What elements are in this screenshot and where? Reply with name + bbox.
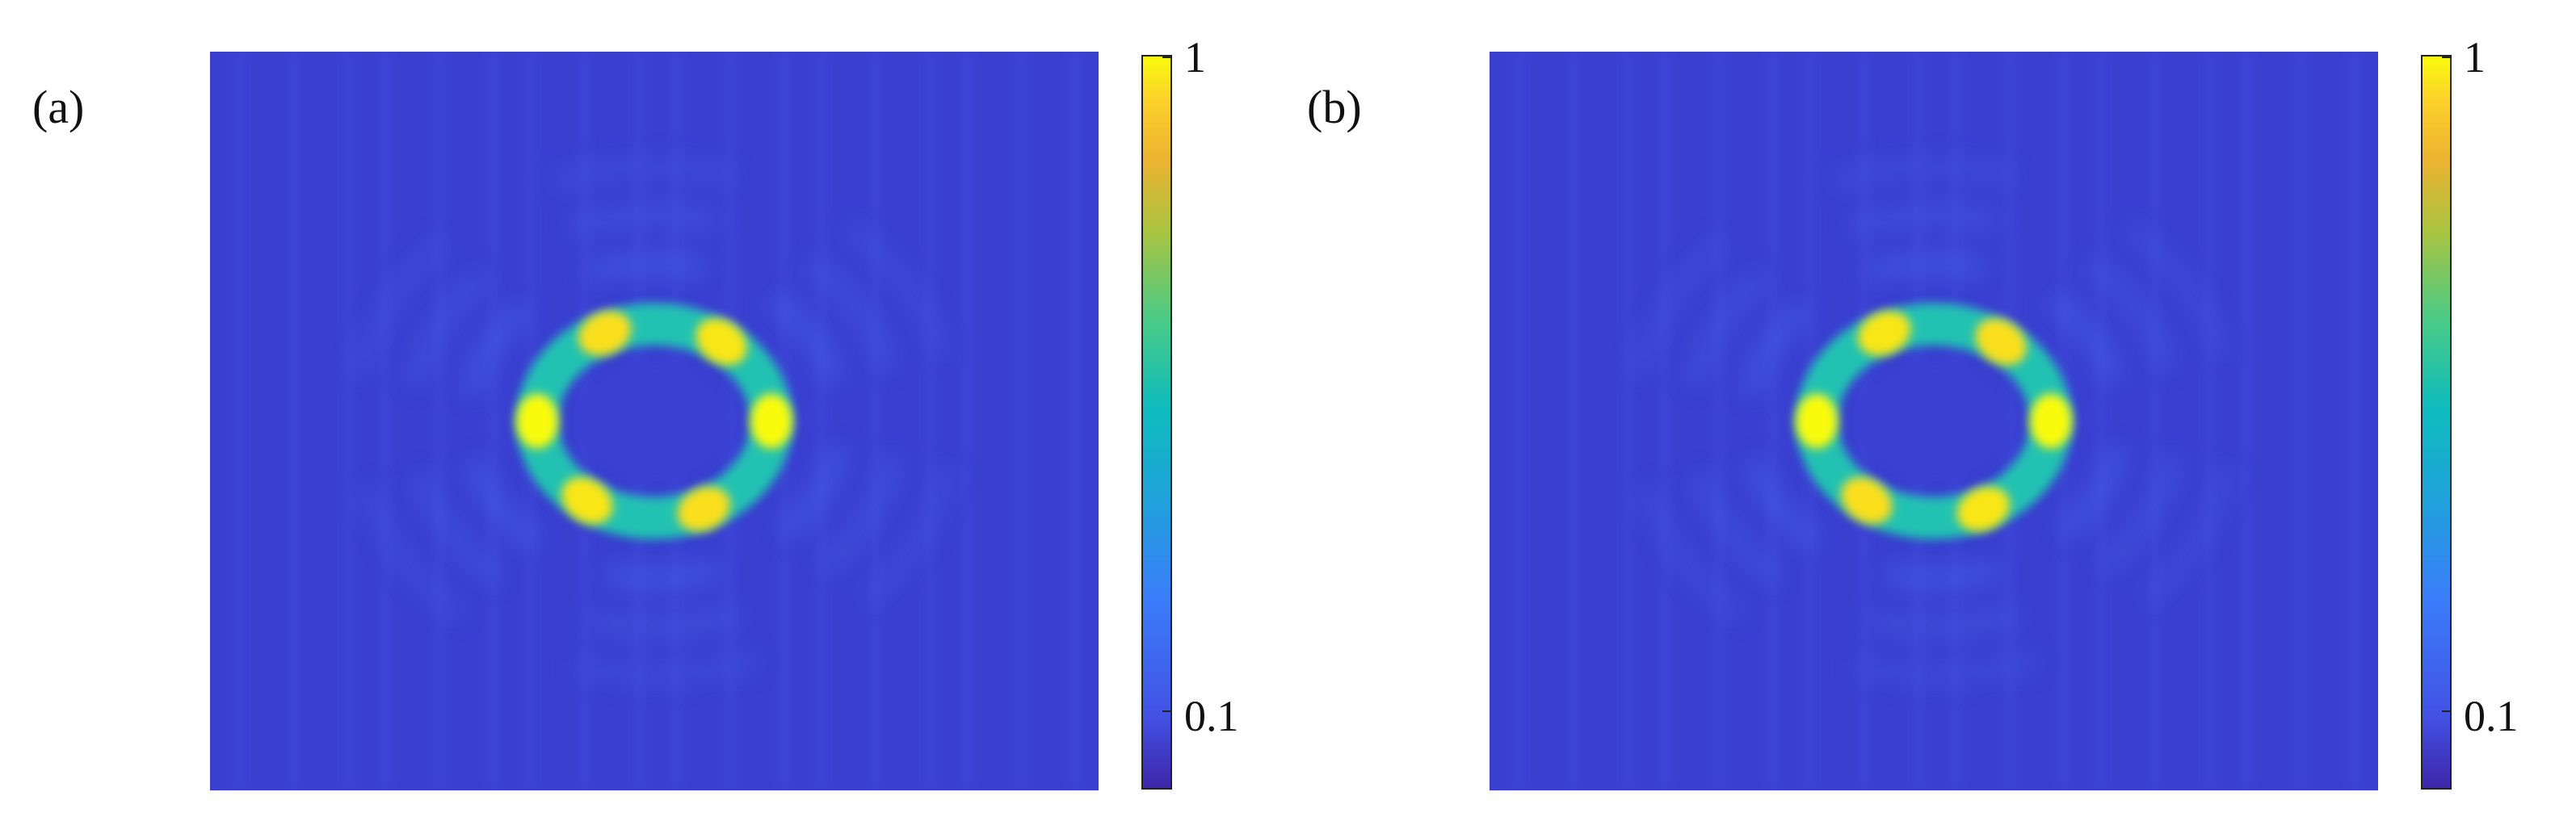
colorbar-label-min: 0.1 xyxy=(1184,692,1239,740)
fringe-arc xyxy=(357,484,468,623)
fringe-arc xyxy=(588,254,704,282)
heatmap-a xyxy=(210,52,1099,790)
colorbar-tick-0-1 xyxy=(2442,710,2452,712)
fringe-arc xyxy=(805,256,897,371)
background-streak xyxy=(1622,52,1633,790)
side-fringes xyxy=(1630,158,2238,684)
background-streak xyxy=(725,52,736,790)
background-streak xyxy=(2349,52,2360,790)
fringe-arc xyxy=(2099,455,2182,574)
background-streak xyxy=(434,52,445,790)
bright-lobe xyxy=(1956,486,2010,531)
background-streak xyxy=(2004,52,2015,790)
fringe-arc xyxy=(780,446,847,540)
fringe-arc xyxy=(1848,206,1999,237)
fringe-arc xyxy=(1829,158,2014,191)
background-streak xyxy=(1069,52,1081,790)
fringe-arc xyxy=(841,219,952,358)
background-streak xyxy=(288,52,300,790)
fringe-arc xyxy=(2139,463,2238,608)
fringe-arc xyxy=(1746,459,1820,550)
background-streak xyxy=(870,52,881,790)
bright-lobe xyxy=(2030,393,2072,449)
fringe-arc xyxy=(768,292,843,383)
fringe-arc xyxy=(1868,254,1984,282)
fringe-arc xyxy=(2059,446,2126,540)
background-streak xyxy=(2204,52,2215,790)
fringe-arc xyxy=(462,302,529,396)
fringe-arc xyxy=(604,560,721,588)
fringe-arc xyxy=(1854,651,2039,684)
side-fringes xyxy=(351,158,958,684)
colorbar-tick-1 xyxy=(1162,57,1172,58)
background-streak xyxy=(924,52,935,790)
bright-lobe xyxy=(1841,476,1893,524)
bright-lobe xyxy=(1796,393,1838,449)
background-streak xyxy=(488,52,499,790)
background-streak xyxy=(2241,52,2252,790)
colorbar-tick-1 xyxy=(2442,57,2452,58)
panel-label: (b) xyxy=(1307,81,1362,133)
fringe-arc xyxy=(2120,219,2231,358)
bright-lobe xyxy=(578,311,632,356)
colorbar-a xyxy=(1141,55,1172,790)
fringe-arc xyxy=(549,158,734,191)
colorbar-tick-0-1 xyxy=(1162,710,1172,712)
background-streak xyxy=(342,52,354,790)
bright-lobe xyxy=(677,486,730,531)
fringe-arc xyxy=(411,471,504,586)
colorbar-b xyxy=(2421,55,2452,790)
background-streak xyxy=(2295,52,2306,790)
fringe-arc xyxy=(819,455,902,574)
panel-label: (a) xyxy=(32,81,85,133)
background-streak xyxy=(961,52,973,790)
bright-lobe xyxy=(750,393,792,449)
fringe-arc xyxy=(466,459,540,550)
fringe-arc xyxy=(1884,560,2000,588)
fringe-arc xyxy=(1691,471,1784,586)
bright-lobe xyxy=(695,318,747,366)
bright-lobe xyxy=(516,393,558,449)
background-streak xyxy=(380,52,391,790)
background-streak xyxy=(1767,52,1779,790)
panel-b: (b) 1 0.1 xyxy=(1280,0,2567,838)
fringe-arc xyxy=(589,605,740,636)
fringe-arc xyxy=(1637,484,1747,623)
background-streak xyxy=(1568,52,1579,790)
fringe-arc xyxy=(2084,256,2177,371)
fringe-arc xyxy=(859,463,958,608)
background-streak xyxy=(2149,52,2161,790)
fringe-arc xyxy=(2048,292,2122,383)
colorbar-label-max: 1 xyxy=(2464,33,2486,82)
fringe-arc xyxy=(1630,234,1729,379)
bright-lobe xyxy=(1858,311,1911,356)
background-streak xyxy=(1015,52,1027,790)
background-streak xyxy=(1659,52,1670,790)
background-streak xyxy=(2095,52,2107,790)
background-streak xyxy=(234,52,246,790)
fringe-arc xyxy=(569,206,720,237)
fringe-arc xyxy=(1686,268,1769,388)
fringe-arc xyxy=(1868,605,2019,636)
background-streak xyxy=(1514,52,1525,790)
colorbar-label-min: 0.1 xyxy=(2464,692,2519,740)
background-streak xyxy=(1713,52,1725,790)
colorbar-label-max: 1 xyxy=(1184,33,1206,82)
panel-a: (a) 1 0.1 xyxy=(32,33,1239,790)
fringe-arc xyxy=(1742,302,1809,396)
ring-core xyxy=(580,360,729,482)
background-streak xyxy=(816,52,827,790)
fringe-arc xyxy=(351,234,449,379)
bright-lobe xyxy=(561,476,613,524)
ring-core xyxy=(1860,360,2008,482)
fringe-arc xyxy=(574,651,759,684)
heatmap-b xyxy=(1490,52,2378,790)
fringe-arc xyxy=(406,268,490,388)
bright-lobe xyxy=(1975,318,2027,366)
